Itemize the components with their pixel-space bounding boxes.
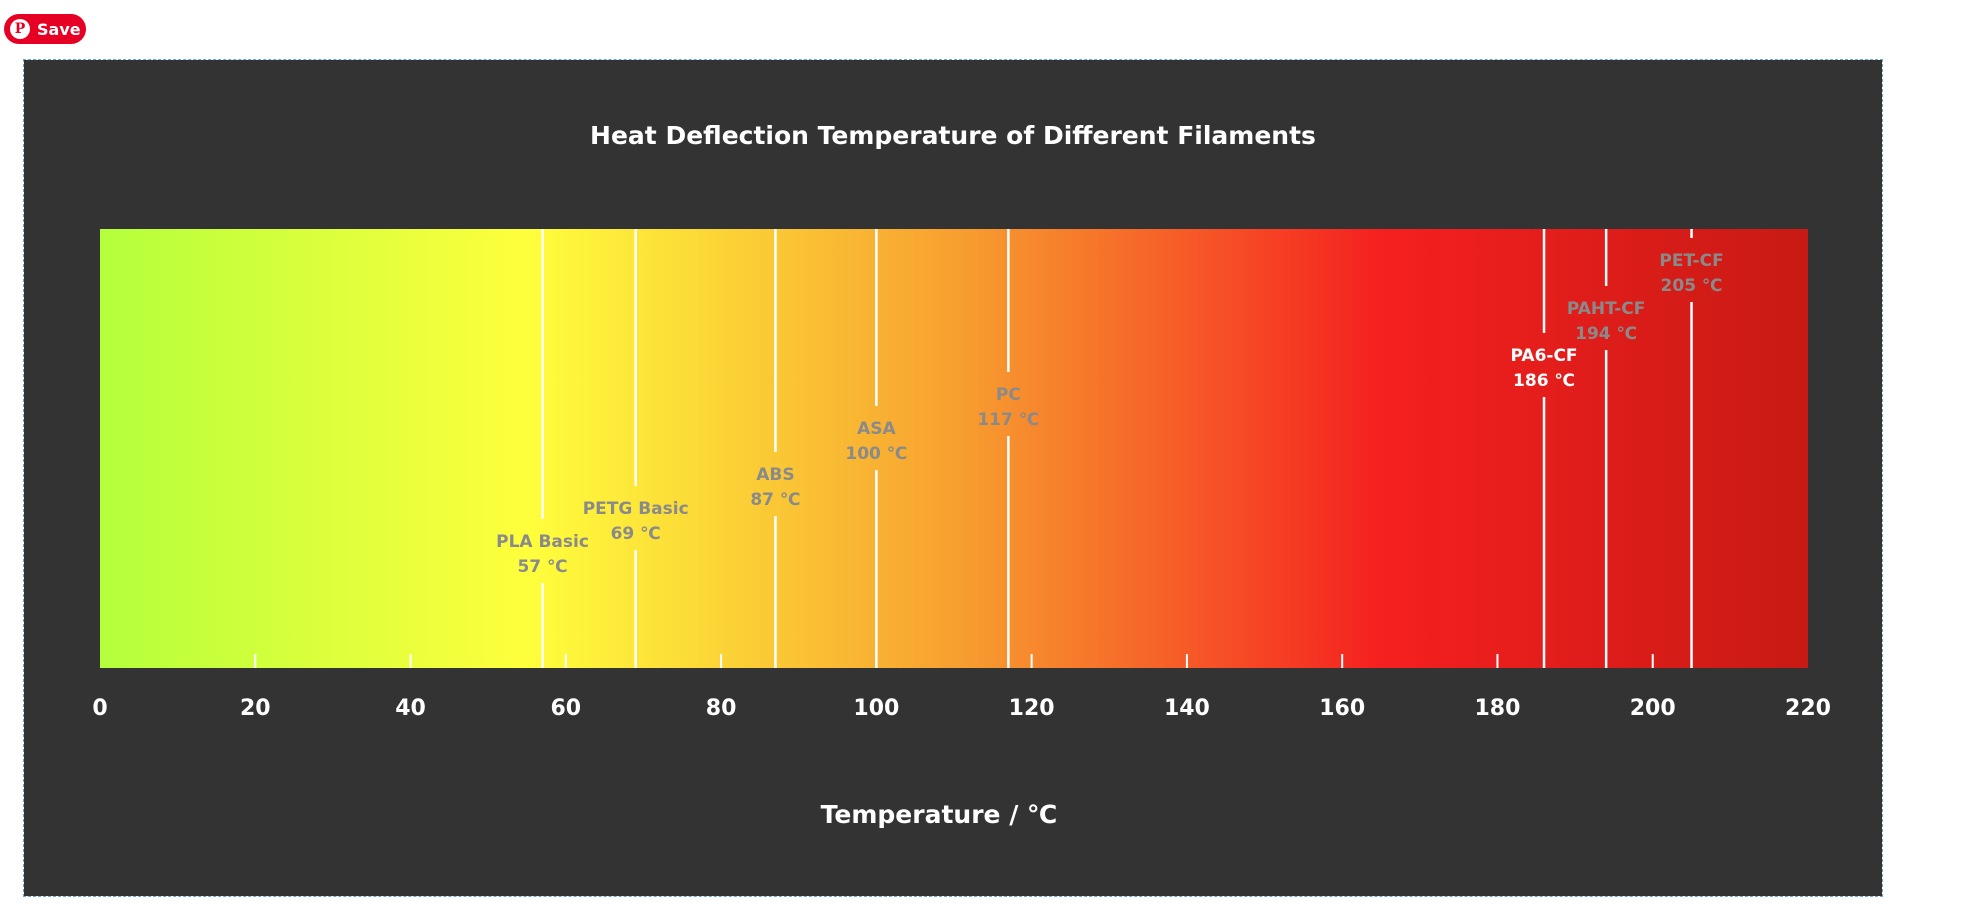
marker-name: ABS xyxy=(756,465,794,485)
x-tick-label: 0 xyxy=(92,696,107,721)
x-tick-label: 60 xyxy=(551,696,582,721)
x-tick-label: 160 xyxy=(1319,696,1365,721)
x-tick-label: 180 xyxy=(1474,696,1520,721)
marker-value: 69 ℃ xyxy=(611,524,661,544)
marker-value: 87 ℃ xyxy=(750,490,800,510)
save-label: Save xyxy=(37,19,81,39)
marker-name: PETG Basic xyxy=(583,499,689,519)
x-tick-label: 120 xyxy=(1009,696,1055,721)
marker-value: 205 ℃ xyxy=(1661,276,1723,296)
marker-value: 100 ℃ xyxy=(845,444,907,464)
x-tick-label: 220 xyxy=(1785,696,1831,721)
x-tick-label: 100 xyxy=(853,696,899,721)
x-tick-label: 40 xyxy=(395,696,426,721)
marker-name: PET-CF xyxy=(1659,251,1723,271)
pinterest-save-button[interactable]: P Save xyxy=(4,14,86,44)
x-tick-label: 20 xyxy=(240,696,271,721)
marker-value: 117 ℃ xyxy=(977,410,1039,430)
marker-name: PC xyxy=(996,385,1021,405)
marker-name: PLA Basic xyxy=(496,532,589,552)
x-tick-label: 80 xyxy=(706,696,737,721)
temperature-gradient-band xyxy=(100,229,1808,668)
marker-name: PA6-CF xyxy=(1511,346,1578,366)
x-axis-label: Temperature / ℃ xyxy=(821,800,1058,829)
heat-deflection-chart: Heat Deflection Temperature of Different… xyxy=(24,60,1882,896)
marker-value: 186 ℃ xyxy=(1513,371,1575,391)
marker-name: PAHT-CF xyxy=(1567,299,1646,319)
marker-value: 194 ℃ xyxy=(1575,324,1637,344)
chart-title: Heat Deflection Temperature of Different… xyxy=(590,121,1316,150)
x-tick-label: 140 xyxy=(1164,696,1210,721)
marker-name: ASA xyxy=(857,419,896,439)
x-tick-label: 200 xyxy=(1630,696,1676,721)
chart-frame xyxy=(23,59,1883,897)
filament-markers: PLA Basic 57 ℃ PETG Basic 69 ℃ ABS 87 ℃ ASA 100… xyxy=(496,229,1724,668)
marker-value: 57 ℃ xyxy=(517,557,567,577)
pinterest-icon: P xyxy=(10,19,30,39)
